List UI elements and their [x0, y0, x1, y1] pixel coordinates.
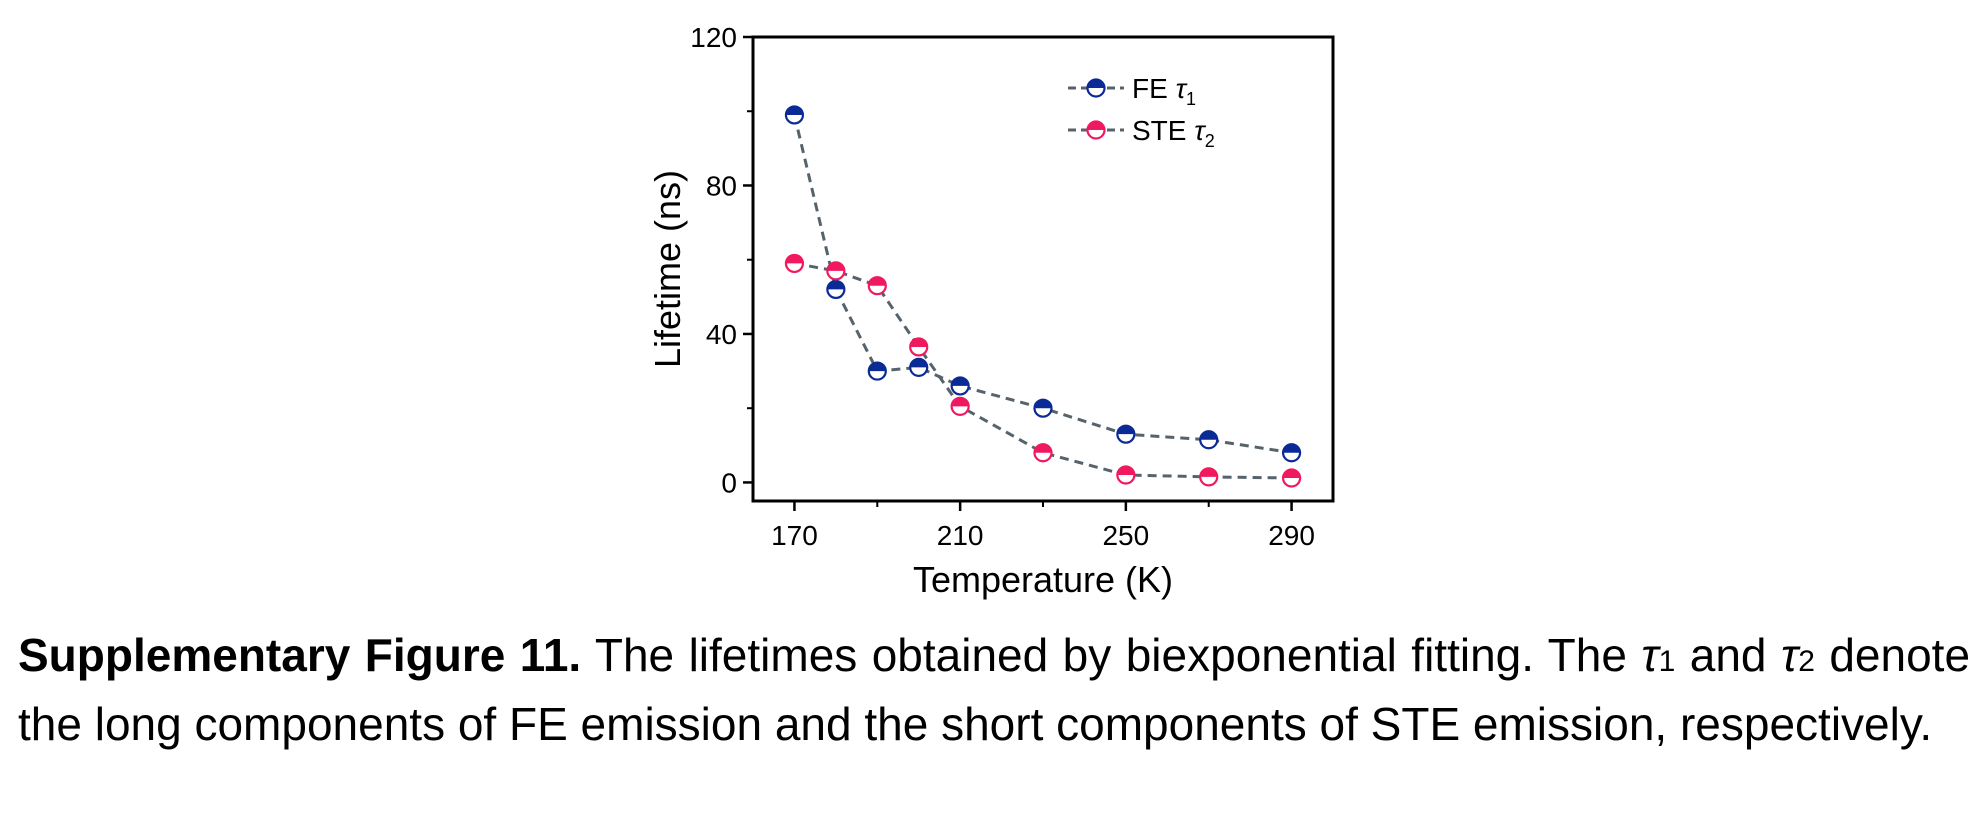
- x-tick-label: 170: [771, 520, 818, 551]
- y-tick-label: 80: [706, 170, 737, 201]
- axes: 170 210 250 290 0 40 80 120: [690, 22, 1315, 551]
- data-point-fe: [826, 279, 846, 300]
- data-point-ste: [784, 253, 805, 274]
- legend-label-fe: FE τ1: [1132, 73, 1196, 109]
- legend-label-ste: STE τ2: [1132, 115, 1215, 151]
- caption-lead: Supplementary Figure 11.: [18, 629, 582, 681]
- y-tick-label: 0: [721, 467, 737, 498]
- data-point-fe: [1281, 443, 1302, 463]
- series-lines: [792, 114, 1292, 480]
- legend-marker-ste: [1086, 120, 1106, 140]
- data-point-ste: [1033, 443, 1053, 463]
- data-point-fe: [950, 376, 970, 396]
- x-tick-label: 290: [1268, 520, 1315, 551]
- y-axis-label: Lifetime (ns): [647, 170, 688, 368]
- series-points: [784, 105, 1302, 488]
- data-point-ste: [1281, 468, 1302, 488]
- x-tick-label: 210: [937, 520, 984, 551]
- data-point-ste: [909, 337, 929, 357]
- caption-text-1: The lifetimes obtained by biexponential …: [594, 629, 1627, 681]
- data-point-fe: [909, 357, 929, 377]
- figure-caption: Supplementary Figure 11. The lifetimes o…: [18, 624, 1970, 755]
- y-tick-label: 40: [706, 319, 737, 350]
- legend-marker-fe: [1086, 78, 1106, 98]
- legend: FE τ1 STE τ2: [1068, 73, 1215, 151]
- y-tick-label: 120: [690, 22, 737, 53]
- caption-and: and: [1689, 629, 1767, 681]
- caption-tau1: τ1: [1641, 629, 1676, 681]
- data-point-fe: [1033, 398, 1053, 418]
- data-point-ste: [867, 276, 887, 296]
- lifetime-chart: 170 210 250 290 0 40 80 120 FE τ1 STE τ2 Tempera…: [647, 22, 1335, 600]
- data-point-fe: [1199, 430, 1219, 450]
- series-line-fe: [792, 114, 1292, 455]
- data-point-ste: [826, 261, 846, 281]
- data-point-ste: [1199, 467, 1219, 487]
- data-point-ste: [1116, 465, 1136, 485]
- caption-text-2: denote the long components of FE emissio…: [18, 629, 1971, 750]
- caption-tau2: τ2: [1780, 629, 1815, 681]
- data-point-fe: [1116, 424, 1136, 444]
- x-tick-label: 250: [1102, 520, 1149, 551]
- data-point-ste: [950, 396, 970, 416]
- x-axis-label: Temperature (K): [913, 559, 1173, 600]
- data-point-fe: [867, 361, 887, 381]
- data-point-fe: [784, 105, 805, 125]
